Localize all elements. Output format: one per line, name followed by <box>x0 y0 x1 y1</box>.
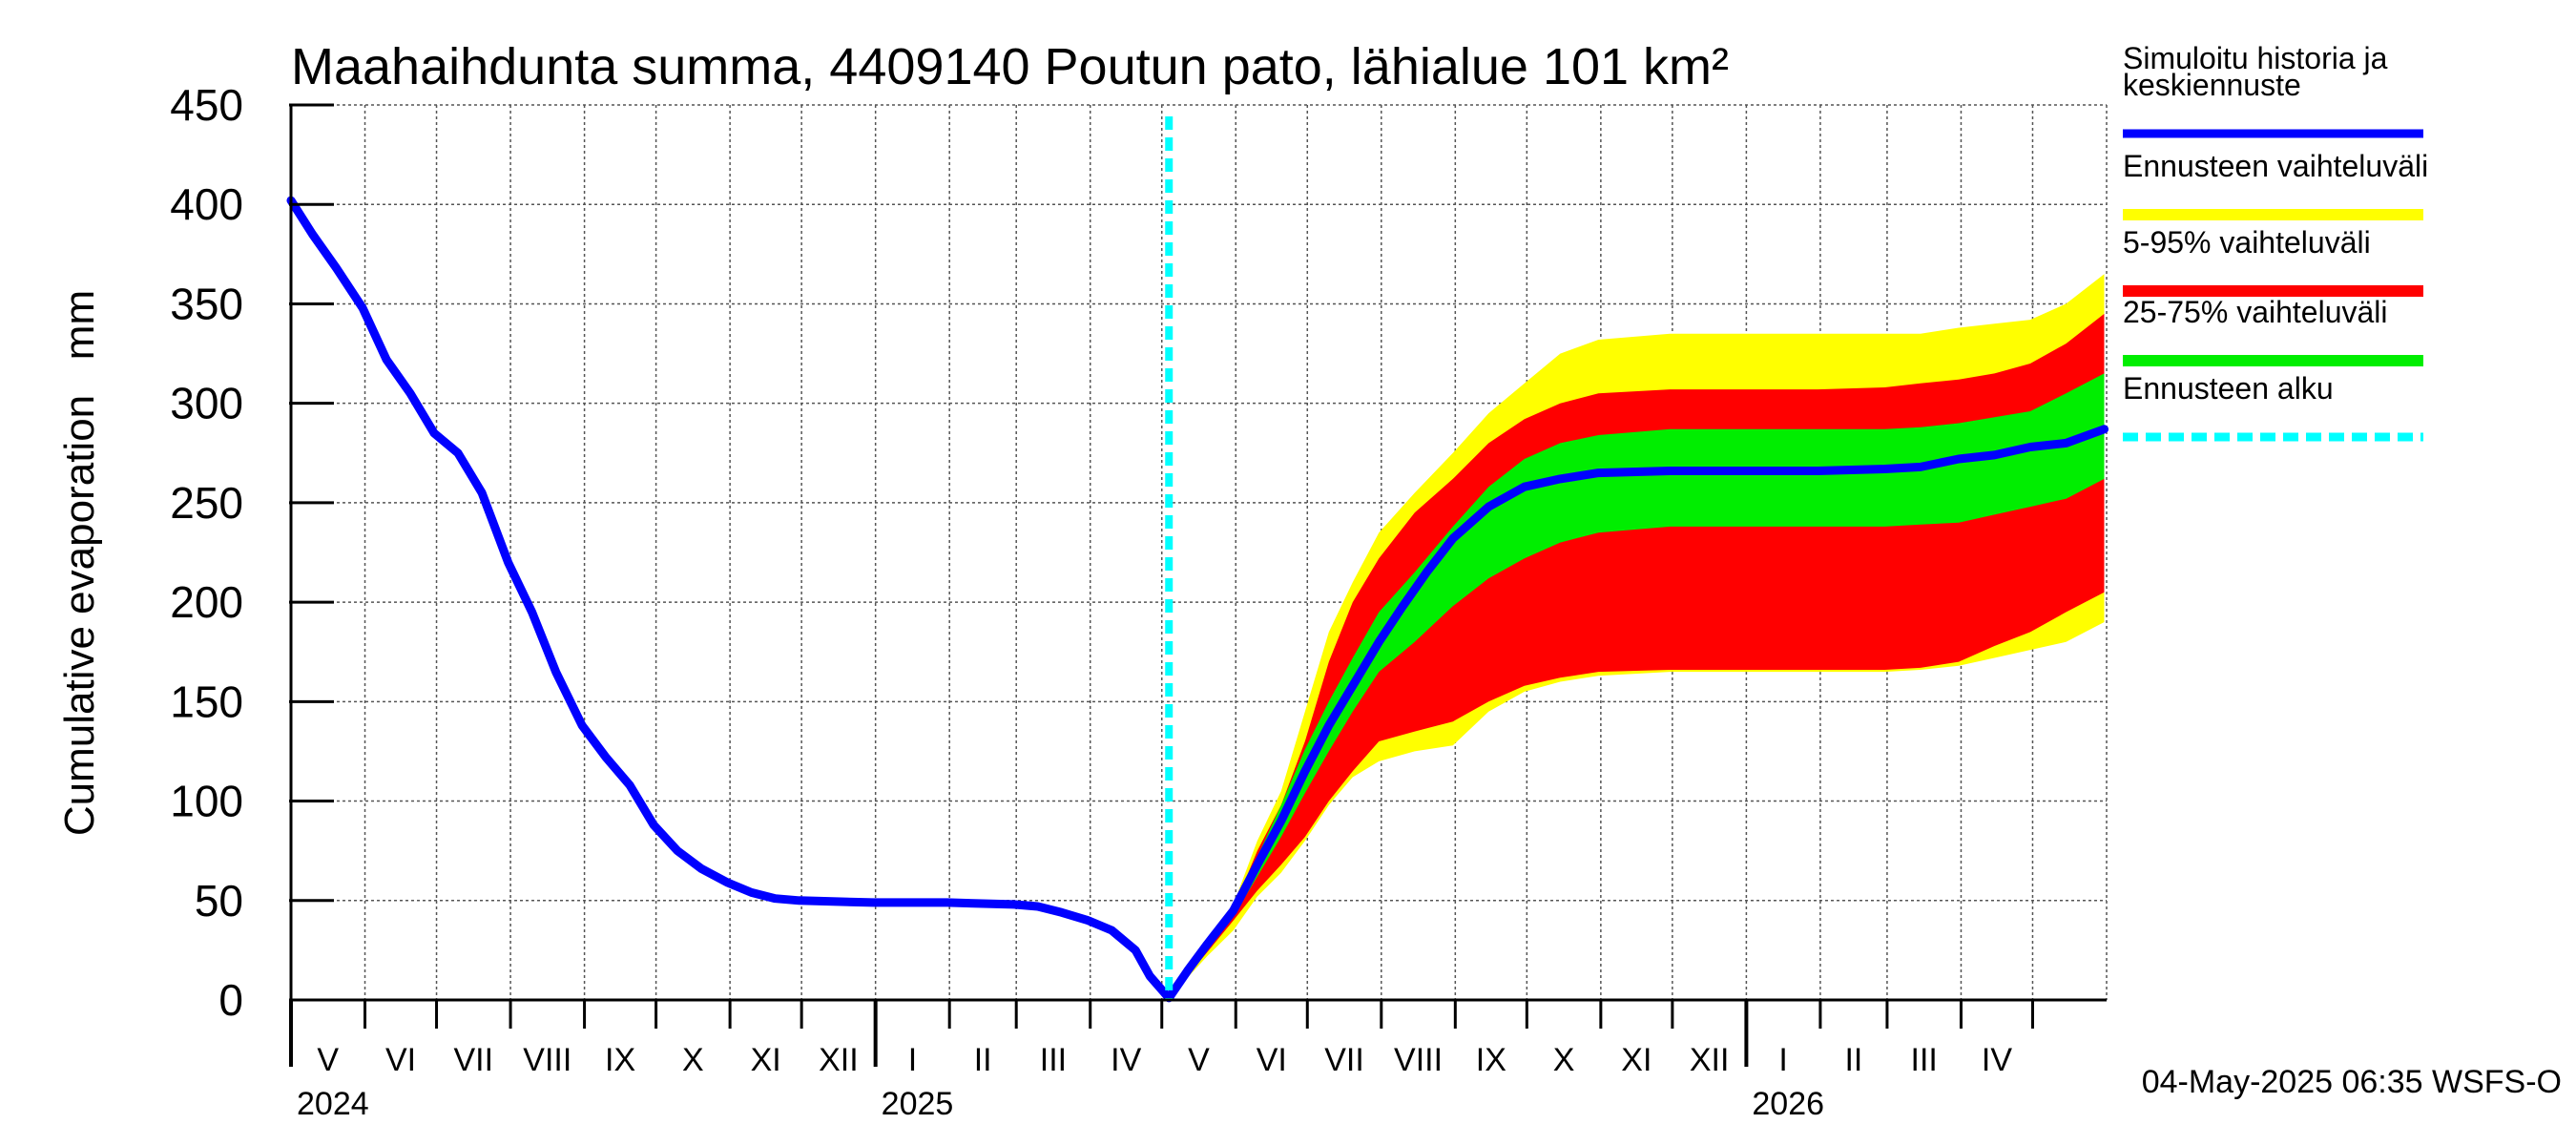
month-label: IX <box>1476 1042 1506 1078</box>
legend-label: Ennusteen vaihteluväli <box>2123 149 2428 183</box>
series-line-median <box>286 196 2109 1003</box>
month-label: XII <box>1690 1042 1730 1078</box>
y-tick-label: 250 <box>170 478 243 528</box>
y-axis-label: Cumulative evaporation mm <box>56 290 103 836</box>
month-label: II <box>974 1042 992 1078</box>
y-tick-label: 400 <box>170 179 243 229</box>
legend-label: Ennusteen alku <box>2123 371 2334 406</box>
month-label: VI <box>1257 1042 1287 1078</box>
legend-label: 5-95% vaihteluväli <box>2123 225 2371 260</box>
month-label: VI <box>385 1042 416 1078</box>
legend-label: keskiennuste <box>2123 68 2301 102</box>
month-label: VII <box>1324 1042 1364 1078</box>
chart-axes <box>289 103 2107 1067</box>
x-tick-labels: V VI VII VIII IX X XI XII I II III IV V VI VII VIII IX X X… <box>297 1042 2012 1122</box>
month-label: I <box>1778 1042 1787 1078</box>
month-label: III <box>1040 1042 1067 1078</box>
month-label: X <box>682 1042 704 1078</box>
month-label: XI <box>1621 1042 1652 1078</box>
chart-title: Maahaihdunta summa, 4409140 Poutun pato,… <box>291 38 1729 95</box>
y-tick-label: 50 <box>195 876 243 926</box>
month-label: VIII <box>1394 1042 1443 1078</box>
y-tick-label: 300 <box>170 379 243 428</box>
band-5-95-vaihteluv-li <box>1169 313 2105 998</box>
month-label: X <box>1553 1042 1575 1078</box>
y-tick-labels: 0 50 100 150 200 250 300 350 400 450 <box>170 80 243 1025</box>
month-label: VII <box>454 1042 494 1078</box>
y-tick-label: 350 <box>170 279 243 328</box>
month-label: VIII <box>523 1042 571 1078</box>
year-label: 2025 <box>882 1086 954 1122</box>
band-25-75-vaihteluv-li <box>1169 373 2105 998</box>
month-label: V <box>317 1042 339 1078</box>
y-tick-label: 100 <box>170 777 243 826</box>
legend-label: Simuloitu historia ja <box>2123 41 2388 75</box>
month-label: II <box>1844 1042 1862 1078</box>
legend-label: 25-75% vaihteluväli <box>2123 295 2388 329</box>
month-label: IV <box>1982 1042 2012 1078</box>
year-label: 2026 <box>1752 1086 1824 1122</box>
series-lines <box>286 116 2109 1003</box>
year-label: 2024 <box>297 1086 369 1122</box>
footer-timestamp: 04-May-2025 06:35 WSFS-O <box>2142 1064 2562 1100</box>
month-label: IX <box>605 1042 635 1078</box>
month-label: V <box>1188 1042 1210 1078</box>
y-tick-label: 450 <box>170 80 243 130</box>
month-label: III <box>1911 1042 1938 1078</box>
month-label: I <box>908 1042 917 1078</box>
y-tick-label: 200 <box>170 577 243 627</box>
forecast-bands <box>1169 274 2105 998</box>
y-tick-label: 0 <box>218 975 243 1025</box>
month-label: XII <box>819 1042 859 1078</box>
month-label: XI <box>751 1042 781 1078</box>
y-tick-label: 150 <box>170 677 243 726</box>
month-label: IV <box>1111 1042 1141 1078</box>
